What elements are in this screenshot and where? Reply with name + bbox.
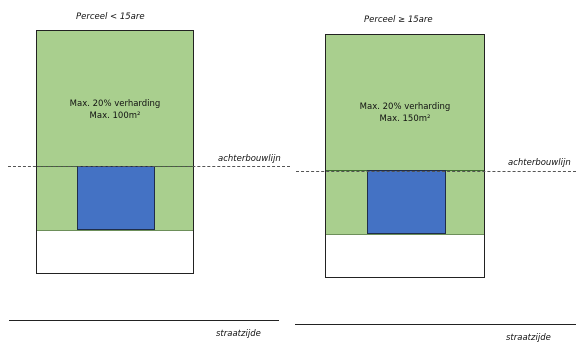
right-rear-building-line bbox=[296, 171, 576, 172]
right-paving-note: Max. 20% verharding Max. 150m² bbox=[326, 101, 484, 125]
right-rear-garden-area: Max. 20% verharding Max. 150m² bbox=[326, 35, 484, 171]
right-paving-max-percent: Max. 20% verharding bbox=[359, 102, 451, 112]
left-street-line bbox=[9, 320, 279, 321]
right-paving-max-area: Max. 150m² bbox=[379, 114, 431, 124]
left-plot-outline: Max. 20% verharding Max. 100m² bbox=[36, 30, 194, 274]
left-house-footprint bbox=[77, 166, 155, 230]
left-paving-max-area: Max. 100m² bbox=[89, 111, 141, 121]
left-rear-building-line-label: achterbouwlijn bbox=[218, 154, 281, 164]
left-paving-max-percent: Max. 20% verharding bbox=[69, 99, 161, 109]
right-plot-title: Perceel ≥ 15are bbox=[364, 15, 433, 25]
right-rear-building-line-label: achterbouwlijn bbox=[508, 158, 571, 168]
right-house-footprint bbox=[367, 170, 446, 234]
left-rear-building-line bbox=[8, 166, 290, 167]
right-street-label: straatzijde bbox=[506, 333, 551, 343]
right-street-line bbox=[295, 324, 576, 325]
left-plot-title: Perceel < 15are bbox=[76, 12, 145, 22]
left-paving-note: Max. 20% verharding Max. 100m² bbox=[37, 98, 193, 122]
right-plot-outline: Max. 20% verharding Max. 150m² bbox=[325, 34, 485, 278]
left-street-label: straatzijde bbox=[216, 329, 261, 339]
left-rear-garden-area: Max. 20% verharding Max. 100m² bbox=[37, 31, 193, 167]
